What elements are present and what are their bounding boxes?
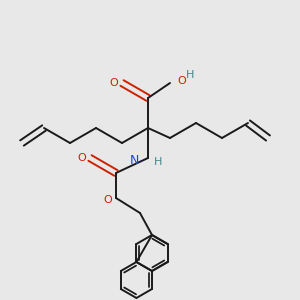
Text: H: H (154, 157, 162, 167)
Text: O: O (78, 153, 86, 163)
Text: O: O (177, 76, 186, 86)
Text: N: N (130, 154, 139, 166)
Text: O: O (103, 195, 112, 205)
Text: H: H (186, 70, 194, 80)
Text: O: O (110, 78, 118, 88)
